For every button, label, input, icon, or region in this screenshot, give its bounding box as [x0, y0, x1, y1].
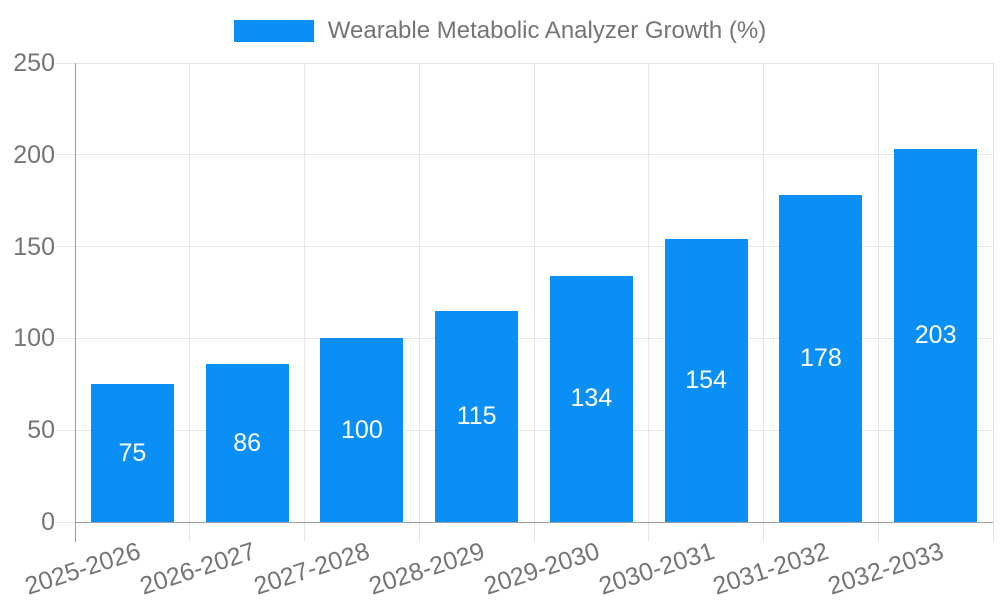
- bar-value-label: 203: [914, 321, 957, 350]
- x-axis-tick-label: 2028-2029: [365, 537, 488, 600]
- y-axis-tick-label: 150: [13, 232, 55, 261]
- bar[interactable]: 86: [205, 364, 289, 522]
- x-gridline: [189, 63, 191, 542]
- x-axis-tick-label: 2026-2027: [136, 537, 259, 600]
- x-gridline: [648, 63, 650, 542]
- y-axis-tick-label: 100: [13, 324, 55, 353]
- bar[interactable]: 203: [894, 149, 978, 522]
- bar-value-label: 115: [456, 401, 497, 430]
- bar-value-label: 75: [118, 438, 147, 467]
- y-axis-tick-label: 0: [41, 508, 55, 536]
- x-gridline: [533, 63, 535, 542]
- bar[interactable]: 134: [549, 275, 633, 522]
- x-gridline: [418, 63, 420, 542]
- x-gridline: [877, 63, 879, 542]
- bar[interactable]: 115: [435, 310, 519, 522]
- bar-value-label: 178: [800, 344, 842, 373]
- x-gridline: [763, 63, 764, 542]
- y-axis-tick-label: 50: [27, 416, 55, 445]
- bar-value-label: 134: [570, 384, 613, 413]
- bar-value-label: 100: [341, 415, 383, 444]
- x-axis-tick-label: 2027-2028: [250, 537, 374, 600]
- x-axis-tick-label: 2030-2031: [595, 537, 718, 600]
- y-axis-line: [74, 63, 76, 542]
- x-axis-tick-label: 2032-2033: [824, 537, 947, 600]
- bar[interactable]: 154: [664, 239, 748, 522]
- x-axis-tick-label: 2031-2032: [709, 537, 833, 600]
- bar-value-label: 154: [685, 366, 727, 395]
- y-gridline: [56, 429, 993, 431]
- y-axis-tick-label: 200: [13, 140, 55, 169]
- bar[interactable]: 178: [779, 195, 863, 522]
- bar[interactable]: 100: [320, 338, 404, 522]
- x-axis-tick-label: 2025-2026: [21, 537, 144, 600]
- legend[interactable]: Wearable Metabolic Analyzer Growth (%): [0, 17, 1000, 45]
- legend-swatch: [233, 20, 314, 42]
- x-gridline: [992, 63, 994, 542]
- y-axis-tick-label: 250: [13, 49, 55, 77]
- legend-label: Wearable Metabolic Analyzer Growth (%): [327, 17, 767, 44]
- x-axis-tick-label: 2029-2030: [480, 537, 603, 600]
- x-axis-line: [75, 521, 993, 523]
- y-gridline: [56, 246, 993, 248]
- y-gridline: [56, 62, 993, 64]
- y-gridline: [56, 337, 993, 339]
- bar[interactable]: 75: [90, 384, 174, 522]
- y-gridline: [56, 154, 993, 156]
- x-gridline: [304, 63, 305, 542]
- bar-value-label: 86: [233, 428, 262, 457]
